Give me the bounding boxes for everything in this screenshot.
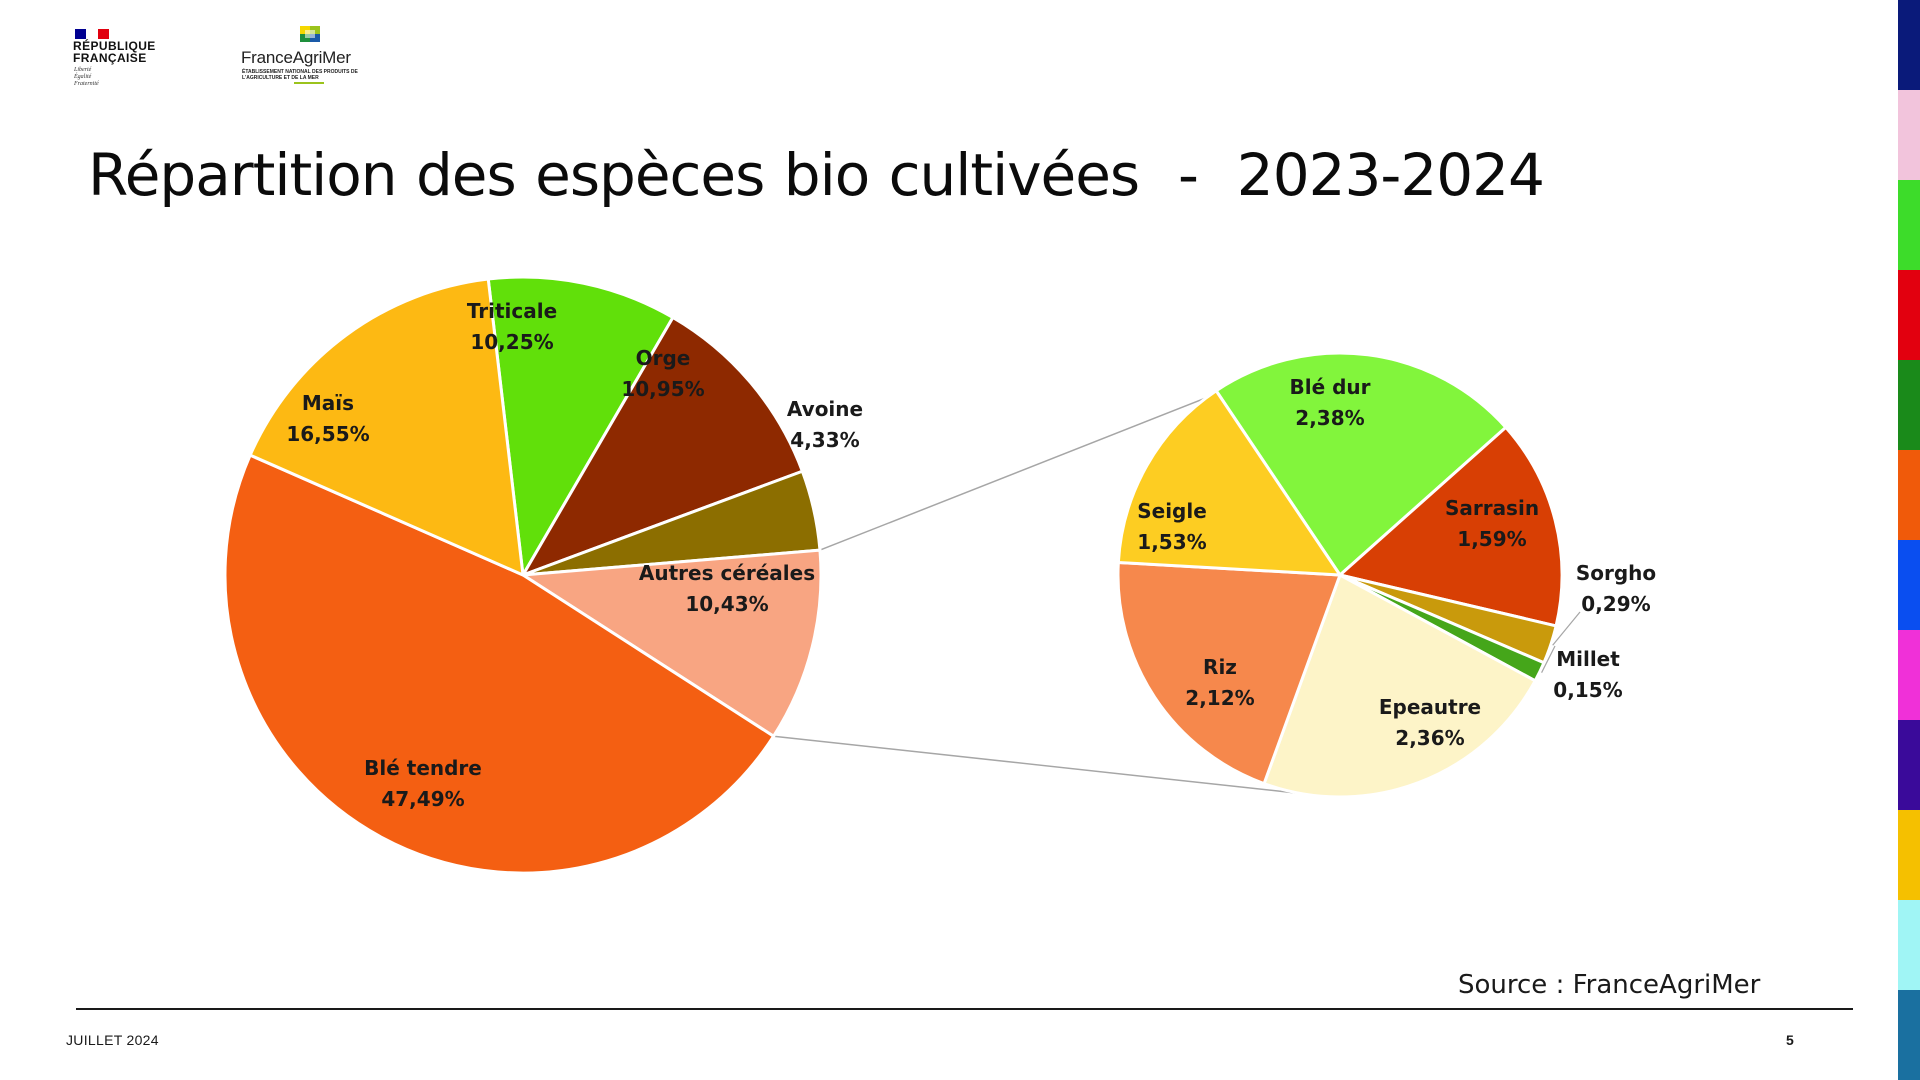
sidebar-stripe-7	[1898, 540, 1920, 630]
sidebar-stripe-3	[1898, 180, 1920, 270]
franceagrimer-mark-icon	[300, 26, 320, 42]
main-pie-slice-ble-tendre	[223, 453, 776, 875]
sidebar-stripe-9	[1898, 720, 1920, 810]
sidebar-stripe-12	[1898, 990, 1920, 1080]
sidebar-stripe-6	[1898, 450, 1920, 540]
main-pie-slice-mais	[248, 277, 525, 577]
main-pie-label-orge: Orge 10,95%	[621, 346, 704, 401]
republique-francaise-wordmark: RÉPUBLIQUE FRANÇAISE	[73, 39, 156, 65]
main-pie-label-autres-cereales: Autres céréales 10,43%	[639, 561, 815, 616]
pie-labels: Triticale 10,25% Orge 10,95% Avoine 4,33% Autr…	[286, 299, 1656, 811]
sub-pie-slice-ble-dur	[1214, 351, 1508, 577]
sub-pie-slice-epeautre	[1262, 573, 1537, 799]
republique-francaise-logo: RÉPUBLIQUE FRANÇAISE Liberté Égalité Fra…	[73, 27, 173, 87]
sidebar-stripe-2	[1898, 90, 1920, 180]
leader-line-sorgho	[1552, 611, 1581, 646]
sidebar-stripe-1	[1898, 0, 1920, 90]
main-pie-label-ble-tendre: Blé tendre 47,49%	[364, 756, 482, 811]
sub-pie	[1116, 351, 1564, 799]
main-pie-label-triticale: Triticale 10,25%	[467, 299, 557, 354]
sub-pie-label-sorgho: Sorgho 0,29%	[1576, 561, 1656, 616]
sidebar-stripe-5	[1898, 360, 1920, 450]
slide-title: Répartition des espèces bio cultivées - …	[88, 141, 1545, 209]
republique-francaise-motto: Liberté Égalité Fraternité	[74, 67, 99, 87]
main-pie-slice-autres-cereales	[521, 548, 823, 738]
sub-pie-label-sarrasin: Sarrasin 1,59%	[1445, 496, 1539, 551]
franceagrimer-tagline: ÉTABLISSEMENT NATIONAL DES PRODUITS DE L…	[242, 69, 358, 81]
footer-divider	[76, 1008, 1853, 1010]
main-pie-slice-orge	[521, 315, 804, 577]
franceagrimer-underline	[294, 82, 324, 84]
franceagrimer-wordmark: FranceAgriMer	[241, 48, 351, 67]
connector-line-bottom	[773, 735, 1302, 795]
sub-pie-slice-riz	[1116, 560, 1342, 786]
sub-pie-label-epeautre: Epeautre 2,36%	[1379, 695, 1481, 750]
main-pie-slice-triticale	[486, 275, 675, 577]
main-pie-label-avoine: Avoine 4,33%	[787, 397, 863, 452]
main-pie-label-mais: Maïs 16,55%	[286, 391, 369, 446]
sub-pie-label-seigle: Seigle 1,53%	[1137, 499, 1207, 554]
page-number: 5	[1786, 1032, 1794, 1048]
sub-pie-label-millet: Millet 0,15%	[1553, 647, 1622, 702]
sidebar-stripe-8	[1898, 630, 1920, 720]
franceagrimer-logo: FranceAgriMer ÉTABLISSEMENT NATIONAL DES…	[236, 26, 396, 88]
sub-pie-label-riz: Riz 2,12%	[1185, 655, 1254, 710]
color-stripe-sidebar	[1898, 0, 1920, 1080]
sub-pie-label-ble-dur: Blé dur 2,38%	[1289, 375, 1370, 430]
sub-pie-slice-sarrasin	[1338, 425, 1564, 628]
source-note: Source : FranceAgriMer	[1458, 970, 1761, 1000]
sidebar-stripe-11	[1898, 900, 1920, 990]
sidebar-stripe-4	[1898, 270, 1920, 360]
leader-line-millet	[1541, 645, 1556, 673]
french-flag-icon	[75, 29, 109, 39]
sub-pie-slice-seigle	[1116, 389, 1342, 577]
footer-date: JUILLET 2024	[66, 1032, 159, 1048]
main-pie	[223, 275, 823, 875]
sidebar-stripe-10	[1898, 810, 1920, 900]
